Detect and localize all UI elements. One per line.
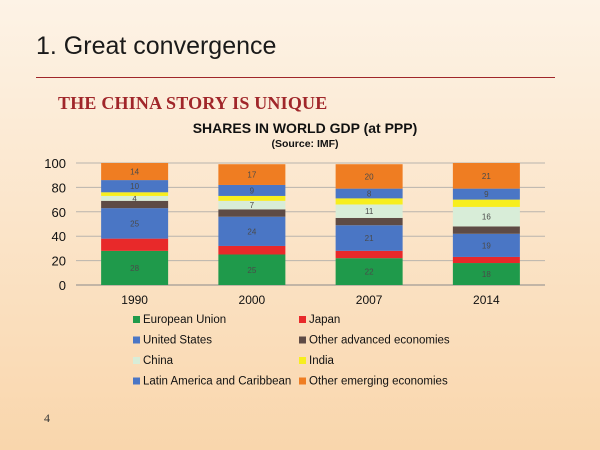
bar-segment (101, 195, 169, 201)
bar-segment (218, 184, 286, 196)
bar-segment (101, 250, 169, 285)
data-label: 21 (365, 234, 374, 243)
bar-segment (101, 192, 169, 196)
data-label: 17 (247, 171, 256, 180)
legend-label: India (309, 355, 335, 367)
legend-swatch (133, 357, 140, 364)
bar-segment (335, 258, 403, 285)
data-label: 16 (482, 213, 491, 222)
legend-label: Latin America and Caribbean (143, 376, 291, 388)
bar-segment (101, 238, 169, 251)
data-label: 28 (130, 264, 139, 273)
title-divider (36, 77, 555, 78)
bar-segment (218, 254, 286, 285)
x-tick-label: 1990 (121, 293, 148, 307)
bar-segment (101, 180, 169, 193)
data-label: 11 (365, 207, 374, 216)
data-label: 10 (130, 182, 139, 191)
data-label: 25 (247, 266, 256, 275)
bar-segment (452, 163, 520, 189)
data-label: 18 (482, 270, 491, 279)
y-tick-label: 0 (59, 278, 66, 293)
legend-label: European Union (143, 314, 226, 326)
bar-segment (218, 245, 286, 255)
legend-label: China (143, 355, 174, 367)
bar-segment (335, 164, 403, 189)
legend-swatch (133, 377, 140, 385)
y-tick-label: 20 (52, 254, 66, 269)
bar-segment (452, 256, 520, 264)
bar-segment (452, 188, 520, 200)
bar-segment (335, 198, 403, 205)
legend-swatch (299, 377, 306, 385)
y-tick-label: 60 (52, 205, 66, 220)
data-label: 7 (250, 201, 255, 210)
bar-segment (101, 200, 169, 209)
chart-subtitle: (Source: IMF) (271, 138, 339, 150)
bar-segment (101, 163, 169, 181)
bar-segment (335, 225, 403, 251)
y-tick-label: 100 (44, 156, 66, 171)
bar-segment (218, 200, 286, 210)
bar-segment (218, 195, 286, 201)
bar-segment (218, 209, 286, 217)
data-label: 20 (365, 172, 374, 181)
bar-segment (335, 250, 403, 259)
data-label: 24 (247, 227, 256, 236)
data-label: 21 (482, 172, 491, 181)
legend-label: Other emerging economies (309, 376, 448, 388)
data-label: 9 (250, 186, 255, 195)
bar-segment (101, 208, 169, 239)
data-label: 9 (484, 190, 489, 199)
legend-swatch (299, 357, 306, 364)
data-label: 22 (365, 268, 374, 277)
data-label: 14 (130, 168, 139, 177)
x-tick-label: 2000 (239, 293, 266, 307)
data-label: 4 (132, 194, 137, 203)
bar-segment (452, 233, 520, 257)
bar-segment (218, 164, 286, 185)
legend-label: Japan (309, 314, 340, 326)
data-label: 25 (130, 219, 139, 228)
bar-segment (335, 217, 403, 226)
legend-swatch (299, 336, 306, 344)
legend-swatch (299, 316, 306, 323)
bar-segment (452, 206, 520, 227)
y-tick-label: 80 (52, 180, 66, 195)
bar-segment (218, 216, 286, 246)
data-label: 8 (367, 190, 372, 199)
x-tick-label: 2014 (473, 293, 500, 307)
chart-title: SHARES IN WORLD GDP (at PPP) (192, 120, 418, 136)
slide-title: 1. Great convergence (36, 32, 277, 60)
data-label: 19 (482, 241, 491, 250)
x-tick-label: 2007 (356, 293, 383, 307)
legend-label: Other advanced economies (309, 335, 450, 347)
legend-label: United States (143, 335, 212, 347)
bar-segment (452, 199, 520, 207)
slide-subheading: THE CHINA STORY IS UNIQUE (58, 93, 328, 113)
bar-segment (335, 204, 403, 218)
bar-segment (452, 263, 520, 285)
slide-number: 4 (44, 411, 50, 425)
bar-segment (335, 188, 403, 199)
y-tick-label: 40 (52, 229, 66, 244)
legend-swatch (133, 336, 140, 344)
legend-swatch (133, 316, 140, 323)
bar-segment (452, 226, 520, 234)
